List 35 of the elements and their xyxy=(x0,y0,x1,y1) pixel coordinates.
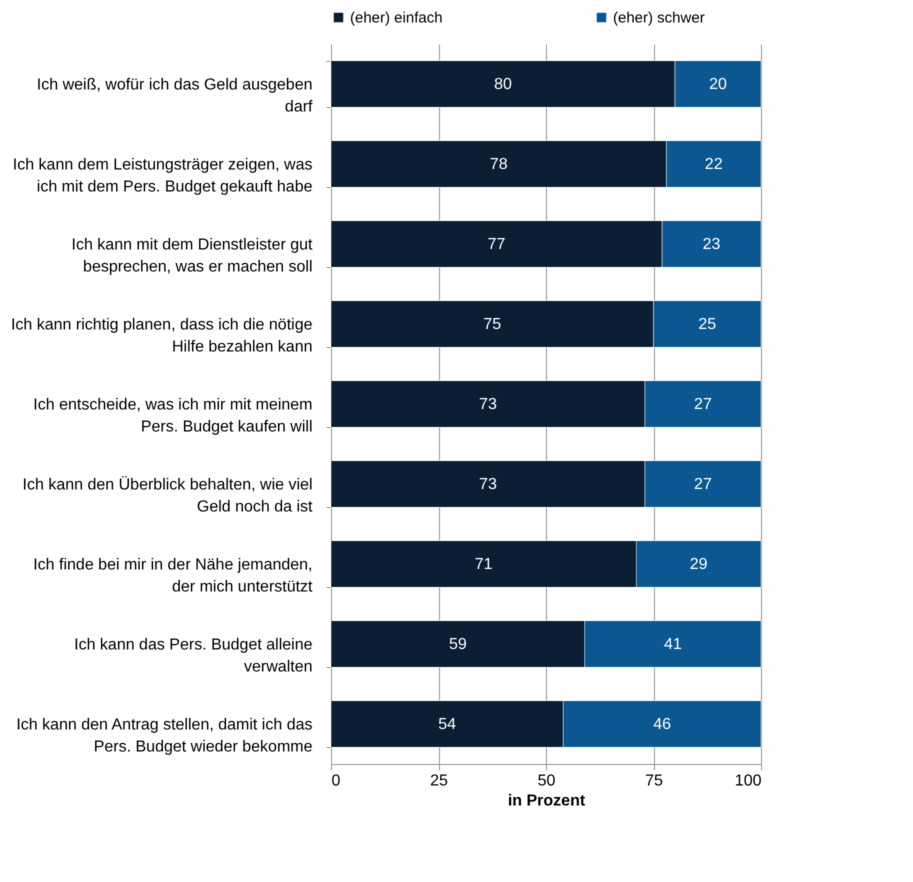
data-label: 20 xyxy=(709,76,727,93)
x-axis-title: in Prozent xyxy=(508,792,586,810)
data-label: 73 xyxy=(479,396,497,413)
data-label: 71 xyxy=(474,556,493,573)
x-tick-label: 25 xyxy=(430,772,448,790)
y-tick-label: Ich kann dem Leistungsträger zeigen, was ich mit dem Pers. Budget gekauft habe xyxy=(12,156,313,196)
data-label: 73 xyxy=(479,476,497,493)
data-label: 25 xyxy=(698,316,716,333)
data-label: 59 xyxy=(448,636,467,653)
data-label: 46 xyxy=(653,716,672,733)
data-label: 80 xyxy=(494,76,512,93)
data-label: 27 xyxy=(694,396,712,413)
data-label: 77 xyxy=(488,236,506,253)
x-tick-label: 75 xyxy=(645,772,663,790)
y-tick-label: Ich kann das Pers. Budget alleine verwalten xyxy=(74,636,313,676)
data-label: 78 xyxy=(490,156,508,173)
data-label: 22 xyxy=(704,156,723,173)
y-tick-label: Ich kann den Überblick behalten, wie viel Geld noch da ist xyxy=(22,476,314,516)
x-tick-label: 0 xyxy=(332,772,340,790)
y-tick-label: Ich finde bei mir in der Nähe jemanden, der mich unterstützt xyxy=(33,556,314,596)
y-tick-label: Ich kann mit dem Dienstleister gut besprechen, was er machen soll xyxy=(72,236,314,276)
data-label: 54 xyxy=(438,716,456,733)
y-tick-label: Ich entscheide, was ich mir mit meinem Pers. Budget kaufen will xyxy=(33,396,312,436)
legend-label: (eher) schwer xyxy=(613,10,705,27)
x-tick-label: 100 xyxy=(734,772,762,790)
data-label: 75 xyxy=(483,316,502,333)
legend-label: (eher) einfach xyxy=(350,10,443,27)
data-label: 23 xyxy=(702,236,721,253)
y-tick-label: Ich weiß, wofür ich das Geld ausgeben darf xyxy=(36,76,314,116)
data-label: 27 xyxy=(694,476,712,493)
x-tick-label: 50 xyxy=(538,772,556,790)
y-tick-label: Ich kann richtig planen, dass ich die nötige Hilfe bezahlen kann xyxy=(10,316,313,356)
y-tick-label: Ich kann den Antrag stellen, damit ich das Pers. Budget wieder bekomme xyxy=(16,716,313,756)
data-label: 41 xyxy=(664,636,682,653)
data-label: 29 xyxy=(690,556,708,573)
